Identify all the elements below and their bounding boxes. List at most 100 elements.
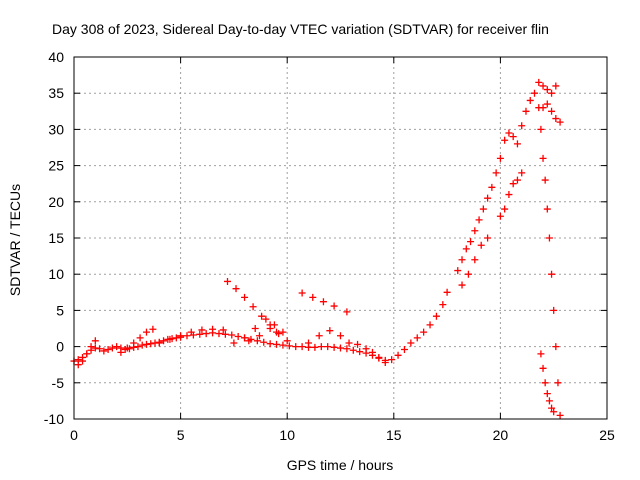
data-point xyxy=(539,154,547,162)
data-point xyxy=(330,343,338,351)
data-point xyxy=(87,343,95,351)
data-point xyxy=(155,339,163,347)
series-arc-10 xyxy=(354,340,389,367)
data-point xyxy=(541,379,549,387)
data-point xyxy=(96,345,104,353)
data-point xyxy=(337,332,344,340)
data-point xyxy=(130,339,138,347)
data-point xyxy=(388,356,396,364)
data-point xyxy=(513,176,521,184)
data-point xyxy=(552,115,560,123)
series-arc-7 xyxy=(245,325,291,345)
data-point xyxy=(113,343,121,351)
data-point xyxy=(488,183,496,191)
data-point xyxy=(368,348,376,356)
data-point xyxy=(275,330,283,338)
data-point xyxy=(279,341,287,349)
data-point xyxy=(349,346,357,354)
data-point xyxy=(458,256,466,264)
series-arc-16 xyxy=(535,104,564,419)
data-point xyxy=(273,340,281,348)
data-point xyxy=(496,212,504,220)
data-point xyxy=(407,339,415,347)
data-point xyxy=(183,332,191,340)
chart-title: Day 308 of 2023, Sidereal Day-to-day VTE… xyxy=(52,21,549,37)
series-arc-5 xyxy=(224,277,281,336)
data-point xyxy=(343,345,351,353)
x-tick-label: 25 xyxy=(599,427,615,443)
data-point xyxy=(196,330,204,338)
data-point xyxy=(311,343,319,351)
x-tick-label: 5 xyxy=(177,427,185,443)
data-point xyxy=(556,411,564,419)
data-point xyxy=(260,338,268,346)
data-point xyxy=(172,334,180,342)
data-point xyxy=(104,345,112,353)
data-point xyxy=(198,326,206,334)
series-arc-8 xyxy=(298,289,351,316)
data-point xyxy=(556,118,564,126)
data-point xyxy=(550,306,558,314)
data-point xyxy=(552,82,560,90)
y-tick-label: 25 xyxy=(48,158,64,174)
data-point xyxy=(518,169,526,177)
data-point xyxy=(251,325,259,332)
data-point xyxy=(74,361,82,369)
data-point xyxy=(505,129,513,137)
data-point xyxy=(177,332,185,340)
data-point xyxy=(249,303,257,311)
y-tick-label: 10 xyxy=(48,266,64,282)
data-point xyxy=(253,337,261,345)
series-arc-17 xyxy=(537,350,558,416)
y-tick-label: 5 xyxy=(56,302,64,318)
data-point xyxy=(541,176,549,184)
x-tick-label: 15 xyxy=(386,427,402,443)
data-point xyxy=(496,154,504,162)
series-arc-14 xyxy=(513,78,560,148)
data-point xyxy=(209,325,217,333)
data-point xyxy=(513,140,521,148)
data-point xyxy=(471,256,479,264)
data-point xyxy=(537,125,545,133)
data-point xyxy=(548,270,556,278)
y-tick-label: -10 xyxy=(44,411,64,427)
data-point xyxy=(522,107,530,115)
data-point xyxy=(539,82,547,90)
data-point xyxy=(539,364,547,372)
data-point xyxy=(317,343,325,351)
data-point xyxy=(550,408,558,416)
series-arc-15 xyxy=(539,100,564,126)
data-point xyxy=(266,340,274,348)
y-tick-label: 40 xyxy=(48,49,64,65)
data-point xyxy=(458,281,466,289)
y-tick-label: 20 xyxy=(48,194,64,210)
data-point xyxy=(138,341,146,349)
series-arc-11 xyxy=(454,129,517,275)
data-point xyxy=(484,234,492,242)
data-point xyxy=(324,343,332,351)
series-arc-12 xyxy=(458,234,492,289)
data-point xyxy=(518,122,526,130)
data-point xyxy=(258,312,266,320)
data-point xyxy=(343,308,351,316)
data-point xyxy=(147,340,155,348)
data-point xyxy=(400,345,408,353)
x-tick-label: 20 xyxy=(493,427,509,443)
data-point xyxy=(142,328,150,336)
data-point xyxy=(283,337,291,345)
data-point xyxy=(219,326,227,334)
data-point xyxy=(298,289,306,297)
data-point xyxy=(319,298,327,306)
data-point xyxy=(543,205,551,213)
data-point xyxy=(309,293,317,301)
data-point xyxy=(232,285,240,293)
data-point xyxy=(117,348,125,356)
data-point xyxy=(439,301,447,309)
data-point xyxy=(91,344,99,352)
y-tick-label: -5 xyxy=(52,375,65,391)
data-point xyxy=(136,334,144,342)
data-point xyxy=(531,89,539,97)
series-arc-6 xyxy=(230,315,287,347)
data-point xyxy=(187,328,195,336)
